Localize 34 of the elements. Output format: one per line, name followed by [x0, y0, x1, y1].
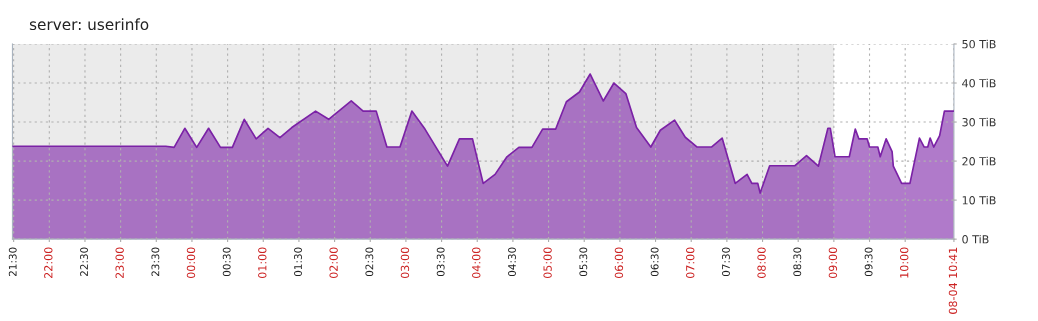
x-tick-label: 23:30 [151, 247, 160, 277]
y-tick-label: 30 TiB [962, 117, 996, 127]
y-tick-label: 0 TiB [962, 234, 989, 244]
x-tick-label: 02:30 [365, 247, 374, 277]
x-tick-label: 01:00 [258, 247, 267, 279]
x-tick-label: 06:30 [650, 247, 659, 277]
x-tick-label: 06:00 [614, 247, 624, 279]
x-tick-label: 07:30 [722, 247, 730, 277]
y-tick-label: 50 TiB [962, 39, 996, 49]
y-tick-label: 40 TiB [962, 78, 996, 88]
x-tick-label: 21:30 [8, 247, 17, 277]
x-tick-label: 22:30 [80, 247, 88, 277]
x-tick-label: 09:30 [864, 247, 873, 277]
x-tick-label: 00:30 [222, 247, 231, 277]
x-tick-label: 08:00 [757, 247, 766, 279]
x-tick-label: 08:30 [793, 247, 802, 277]
chart-title: server: userinfo [29, 18, 149, 31]
x-tick-label: 22:00 [44, 247, 53, 278]
x-tick-label: 03:30 [436, 247, 445, 277]
x-tick-label: 05:00 [543, 247, 552, 279]
y-tick-label: 20 TiB [962, 156, 996, 166]
x-tick-label: 09:00 [828, 247, 838, 279]
x-tick-label: 03:00 [400, 247, 410, 279]
x-tick-label: 07:00 [686, 247, 695, 279]
x-tick-label: 23:00 [115, 247, 124, 278]
x-tick-label: 04:30 [508, 247, 516, 277]
x-tick-label: 05:30 [579, 247, 588, 277]
x-tick-label: 04:00 [472, 247, 481, 279]
y-tick-label: 10 TiB [962, 195, 996, 205]
x-tick-label: 00:00 [186, 247, 196, 279]
x-tick-label: 02:00 [329, 247, 338, 279]
x-tick-label: 10:00 [900, 247, 909, 278]
x-tick-label: 08-04 10:41 [948, 247, 958, 314]
x-tick-label: 01:30 [294, 247, 302, 277]
